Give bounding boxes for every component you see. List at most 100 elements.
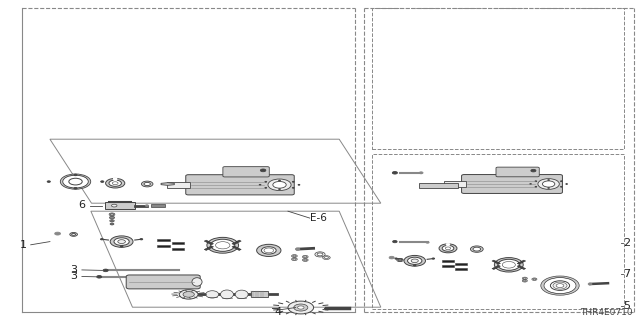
Circle shape <box>100 181 104 182</box>
Circle shape <box>315 252 325 257</box>
Bar <box>492 265 500 269</box>
Circle shape <box>265 187 267 188</box>
Circle shape <box>323 256 330 260</box>
Bar <box>492 260 500 264</box>
Circle shape <box>302 255 308 258</box>
Text: E-6: E-6 <box>310 213 327 223</box>
Circle shape <box>502 261 515 268</box>
Circle shape <box>211 239 235 251</box>
Circle shape <box>494 258 524 272</box>
Circle shape <box>544 277 576 294</box>
Bar <box>151 204 165 207</box>
Circle shape <box>216 242 230 249</box>
Circle shape <box>293 259 296 260</box>
Bar <box>105 202 134 209</box>
Text: 1: 1 <box>20 240 27 250</box>
Circle shape <box>470 246 483 252</box>
Circle shape <box>499 260 519 270</box>
Circle shape <box>97 276 102 278</box>
Circle shape <box>114 238 129 245</box>
Circle shape <box>302 259 308 261</box>
Circle shape <box>179 290 198 299</box>
Circle shape <box>408 257 422 264</box>
Text: 3: 3 <box>70 271 77 282</box>
Circle shape <box>522 277 527 280</box>
Circle shape <box>561 186 562 187</box>
Bar <box>455 268 467 270</box>
Circle shape <box>118 240 125 244</box>
Circle shape <box>538 179 559 189</box>
Circle shape <box>69 178 82 185</box>
Circle shape <box>60 174 91 189</box>
Circle shape <box>561 181 562 182</box>
Circle shape <box>74 174 77 176</box>
Circle shape <box>393 241 397 243</box>
Bar <box>204 240 214 245</box>
Circle shape <box>120 246 123 247</box>
Bar <box>157 239 170 241</box>
Circle shape <box>140 238 143 240</box>
Text: 6: 6 <box>79 200 85 210</box>
Circle shape <box>426 242 429 243</box>
Circle shape <box>298 184 300 185</box>
Circle shape <box>183 292 195 297</box>
Bar <box>455 263 467 265</box>
Circle shape <box>292 255 298 257</box>
Circle shape <box>109 213 115 216</box>
Circle shape <box>398 259 402 261</box>
Circle shape <box>294 304 308 311</box>
Circle shape <box>63 175 88 188</box>
Circle shape <box>303 259 307 261</box>
Circle shape <box>531 169 536 172</box>
Circle shape <box>110 220 115 222</box>
Circle shape <box>498 259 520 270</box>
Circle shape <box>110 236 133 247</box>
Bar <box>167 182 190 188</box>
Circle shape <box>278 180 280 181</box>
Circle shape <box>74 188 77 189</box>
Ellipse shape <box>205 291 219 298</box>
Circle shape <box>413 265 416 266</box>
Circle shape <box>432 258 435 259</box>
Circle shape <box>264 248 274 253</box>
Circle shape <box>543 181 555 187</box>
Circle shape <box>265 181 267 182</box>
Circle shape <box>207 237 239 253</box>
Circle shape <box>110 223 114 225</box>
FancyBboxPatch shape <box>223 167 269 177</box>
Circle shape <box>419 172 423 174</box>
Ellipse shape <box>220 290 234 299</box>
Circle shape <box>545 278 575 293</box>
Bar <box>232 246 241 251</box>
Circle shape <box>211 239 234 251</box>
Circle shape <box>111 214 113 215</box>
Circle shape <box>257 244 281 257</box>
Bar <box>517 260 525 264</box>
Circle shape <box>532 278 537 280</box>
Circle shape <box>445 247 451 250</box>
Circle shape <box>63 175 88 188</box>
Bar <box>172 248 184 250</box>
FancyBboxPatch shape <box>496 167 540 177</box>
Circle shape <box>100 238 103 240</box>
Bar <box>419 183 458 188</box>
Bar <box>204 246 214 251</box>
Circle shape <box>292 258 298 260</box>
Text: THR4E0710: THR4E0710 <box>580 308 632 317</box>
Ellipse shape <box>235 290 248 299</box>
Circle shape <box>113 182 118 185</box>
Circle shape <box>397 259 403 262</box>
Circle shape <box>262 247 276 254</box>
Bar <box>444 181 466 187</box>
Circle shape <box>111 204 117 207</box>
Circle shape <box>111 217 113 218</box>
Circle shape <box>292 187 294 188</box>
Circle shape <box>259 184 261 185</box>
Circle shape <box>144 182 150 186</box>
Circle shape <box>395 258 397 259</box>
Circle shape <box>109 216 115 219</box>
Circle shape <box>404 255 426 266</box>
Circle shape <box>109 180 122 186</box>
Circle shape <box>535 181 537 182</box>
Wedge shape <box>447 244 449 248</box>
